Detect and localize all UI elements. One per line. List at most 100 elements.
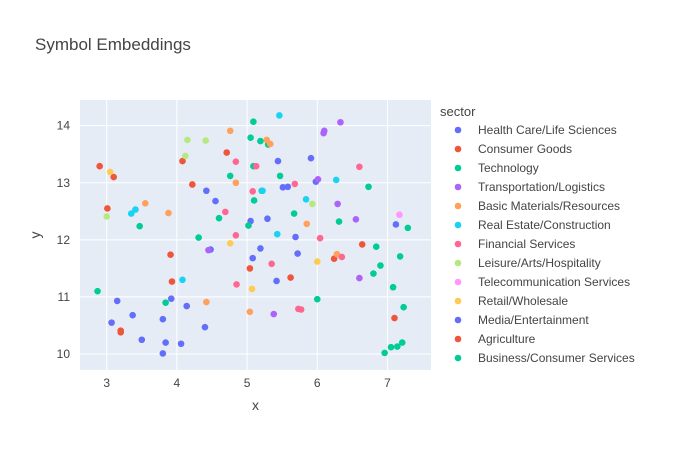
legend-marker	[454, 259, 462, 267]
data-point	[396, 211, 403, 219]
data-point	[276, 172, 284, 180]
data-point	[257, 245, 264, 252]
data-point	[352, 216, 360, 223]
data-point	[273, 230, 281, 238]
legend-marker	[454, 202, 462, 210]
legend-item[interactable]: Leisure/Arts/Hospitality	[454, 256, 601, 270]
data-point	[291, 180, 299, 188]
legend-item[interactable]: Agriculture	[454, 332, 536, 346]
data-point	[333, 250, 341, 258]
data-point	[307, 154, 315, 162]
data-point	[182, 152, 189, 160]
data-point	[96, 162, 103, 170]
data-point	[167, 251, 174, 258]
data-point	[381, 349, 388, 357]
legend-item[interactable]: Consumer Goods	[454, 142, 572, 156]
data-point	[246, 308, 254, 316]
data-point	[226, 127, 234, 135]
legend-marker	[454, 126, 462, 134]
data-point	[136, 222, 143, 230]
data-point	[203, 298, 210, 306]
data-point	[183, 302, 191, 310]
data-point	[302, 196, 310, 203]
data-point	[202, 137, 209, 144]
data-point	[252, 162, 260, 170]
data-point	[279, 184, 287, 191]
data-point	[177, 340, 185, 348]
legend-item[interactable]: Media/Entertainment	[454, 313, 590, 327]
legend-marker	[454, 354, 462, 362]
data-point	[103, 213, 110, 220]
data-point	[104, 205, 111, 212]
data-points	[94, 112, 412, 357]
data-point	[141, 200, 149, 207]
data-point	[257, 137, 264, 145]
legend-marker	[454, 278, 462, 286]
data-point	[404, 224, 412, 232]
data-point	[113, 297, 121, 305]
data-point	[184, 136, 191, 144]
legend-item[interactable]: Technology	[454, 161, 539, 175]
data-point	[284, 183, 292, 191]
data-point	[232, 231, 240, 239]
legend-item[interactable]: Financial Services	[454, 237, 576, 251]
legend-item[interactable]: Health Care/Life Sciences	[454, 123, 617, 137]
data-point	[167, 295, 175, 302]
legend-marker	[454, 164, 462, 172]
y-tick-label: 10	[57, 347, 71, 361]
data-point	[392, 221, 400, 228]
data-point	[138, 336, 146, 344]
legend-item[interactable]: Real Estate/Construction	[454, 218, 611, 232]
data-point	[377, 262, 384, 269]
data-point	[129, 311, 136, 319]
data-point	[201, 323, 209, 331]
x-tick-label: 6	[314, 376, 321, 390]
data-point	[106, 168, 114, 176]
data-point	[259, 187, 266, 195]
data-point	[189, 181, 196, 188]
data-point	[222, 208, 229, 216]
legend-marker	[454, 183, 462, 191]
data-point	[232, 158, 240, 165]
legend-item[interactable]: Telecommunication Services	[454, 275, 630, 289]
data-point	[297, 306, 305, 313]
legend-item[interactable]: Transportation/Logistics	[454, 180, 605, 194]
data-point	[332, 176, 340, 184]
data-point	[94, 287, 101, 295]
data-point	[389, 283, 397, 291]
data-point	[394, 343, 401, 350]
x-axis-ticks: 3 4 5 6 7	[103, 376, 391, 390]
data-point	[108, 319, 115, 326]
data-point	[250, 118, 257, 125]
data-point	[303, 220, 311, 228]
data-point	[195, 234, 202, 241]
data-point	[162, 299, 169, 306]
legend-marker	[454, 335, 462, 343]
data-point	[233, 281, 240, 288]
data-point	[203, 187, 210, 195]
data-point	[165, 209, 172, 217]
data-point	[396, 253, 404, 260]
legend-label: Agriculture	[478, 332, 536, 346]
data-point	[249, 188, 256, 195]
data-point	[168, 278, 176, 285]
data-point	[273, 277, 280, 285]
legend-label: Telecommunication Services	[478, 275, 630, 289]
legend-label: Leisure/Arts/Hospitality	[478, 256, 601, 270]
data-point	[391, 314, 398, 322]
data-point	[365, 183, 372, 191]
legend-marker	[454, 221, 462, 229]
data-point	[215, 214, 223, 222]
data-point	[290, 210, 298, 217]
data-point	[372, 243, 380, 251]
legend-item[interactable]: Retail/Wholesale	[454, 294, 569, 308]
data-point	[246, 265, 254, 272]
legend-item[interactable]: Basic Materials/Resources	[454, 199, 620, 213]
y-tick-label: 12	[57, 233, 71, 247]
data-point	[117, 327, 125, 334]
legend-item[interactable]: Business/Consumer Services	[454, 351, 635, 365]
legend-label: Media/Entertainment	[478, 313, 589, 327]
data-point	[313, 295, 321, 303]
data-point	[387, 343, 395, 351]
data-point	[250, 197, 258, 204]
